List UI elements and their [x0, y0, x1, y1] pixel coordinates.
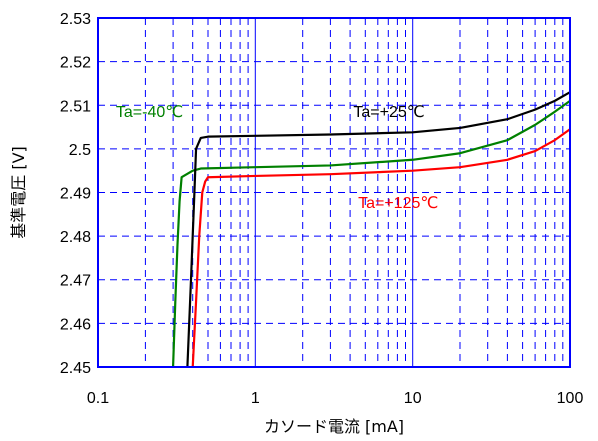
x-tick-label: 0.1 — [87, 390, 109, 407]
y-tick-label: 2.51 — [60, 98, 91, 115]
x-axis-label: カソード電流 [mA] — [264, 417, 404, 436]
y-tick-labels: 2.45 2.46 2.47 2.48 2.49 2.5 2.51 2.52 2.53 — [60, 11, 91, 377]
x-tick-label: 10 — [404, 390, 422, 407]
annotations: Ta=-40℃ Ta=+25℃ Ta=+125℃ — [116, 104, 438, 212]
series-lines — [171, 91, 571, 368]
y-tick-label: 2.5 — [69, 142, 91, 159]
series-line-2 — [191, 128, 571, 368]
y-tick-label: 2.53 — [60, 11, 91, 28]
y-tick-label: 2.46 — [60, 316, 91, 333]
x-tick-label: 1 — [251, 390, 260, 407]
series-annotation: Ta=+25℃ — [353, 104, 424, 121]
y-tick-label: 2.45 — [60, 360, 91, 377]
x-tick-labels: 0.1 1 10 100 — [87, 390, 584, 407]
series-annotation: Ta=-40℃ — [116, 104, 183, 121]
y-tick-label: 2.47 — [60, 273, 91, 290]
grid — [98, 18, 570, 367]
series-line-0 — [171, 99, 571, 368]
y-tick-label: 2.49 — [60, 186, 91, 203]
series-annotation: Ta=+125℃ — [358, 195, 438, 212]
y-tick-label: 2.52 — [60, 55, 91, 72]
y-axis-label: 基準電圧 [V] — [9, 146, 28, 239]
plot-frame — [97, 17, 571, 368]
x-tick-label: 100 — [557, 390, 584, 407]
series-line-1 — [186, 91, 571, 368]
y-tick-label: 2.48 — [60, 229, 91, 246]
